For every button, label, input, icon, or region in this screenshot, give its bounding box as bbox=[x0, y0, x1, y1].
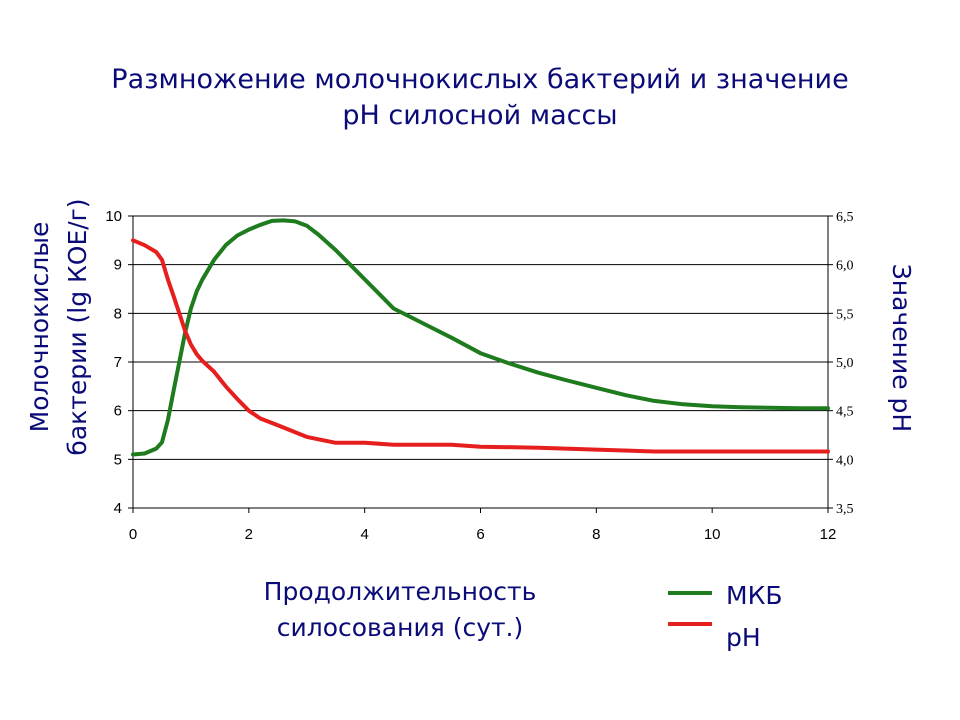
y-right-tick-label: 6,0 bbox=[836, 259, 854, 274]
axes bbox=[128, 215, 833, 513]
y-right-tick-label: 5,0 bbox=[836, 356, 854, 371]
x-axis-title-line-2: силосования (сут.) bbox=[276, 613, 524, 642]
y-left-tick-label: 7 bbox=[114, 354, 122, 371]
y-left-tick-label: 10 bbox=[105, 208, 122, 225]
y-left-tick-label: 4 bbox=[114, 500, 122, 517]
y-axis-left-title-line-1: Молочнокислые bbox=[25, 222, 54, 433]
chart-title: Размножение молочнокислых бактерий и зна… bbox=[0, 62, 960, 134]
x-axis-title: Продолжительность силосования (сут.) bbox=[190, 574, 610, 646]
x-tick-label: 12 bbox=[820, 526, 837, 543]
grid bbox=[133, 215, 828, 460]
y-left-tick-label: 9 bbox=[114, 257, 122, 274]
legend: МКБ pH bbox=[668, 581, 782, 652]
y-right-tick-label: 6,5 bbox=[836, 210, 854, 225]
y-right-tick-label: 5,5 bbox=[836, 307, 854, 322]
legend-label-ph: pH bbox=[726, 623, 761, 652]
x-axis-title-line-1: Продолжительность bbox=[263, 577, 537, 606]
series-lines bbox=[131, 218, 830, 457]
y-right-tick-label: 4,0 bbox=[836, 453, 854, 468]
x-tick-label: 10 bbox=[704, 526, 721, 543]
y-axis-left-title-line-2: бактерии (lg КОЕ/г) bbox=[63, 198, 92, 455]
y-left-tick-label: 5 bbox=[114, 451, 122, 468]
chart-title-line-1: Размножение молочнокислых бактерий и зна… bbox=[111, 64, 849, 95]
chart-title-line-2: pH силосной массы bbox=[342, 100, 618, 131]
y-left-tick-label: 6 bbox=[114, 403, 122, 420]
y-right-tick-label: 3,5 bbox=[836, 502, 854, 517]
x-tick-label: 8 bbox=[592, 526, 600, 543]
x-tick-label: 2 bbox=[245, 526, 253, 543]
y-right-tick-label: 4,5 bbox=[836, 405, 854, 420]
legend-label-mkb: МКБ bbox=[726, 581, 782, 610]
y-left-tick-label: 8 bbox=[114, 305, 122, 322]
series-line-ph bbox=[131, 238, 830, 454]
y-axis-right-title: Значение pH bbox=[887, 264, 916, 432]
series-line-mkb bbox=[131, 218, 830, 457]
x-tick-label: 4 bbox=[360, 526, 368, 543]
x-tick-label: 0 bbox=[129, 526, 137, 543]
x-tick-label: 6 bbox=[476, 526, 484, 543]
tick-labels: 4 5 6 7 8 9 10 3,5 4,0 4,5 5,0 5,5 6,0 6,5 0 2 4 6 8 10 12 bbox=[105, 208, 853, 543]
